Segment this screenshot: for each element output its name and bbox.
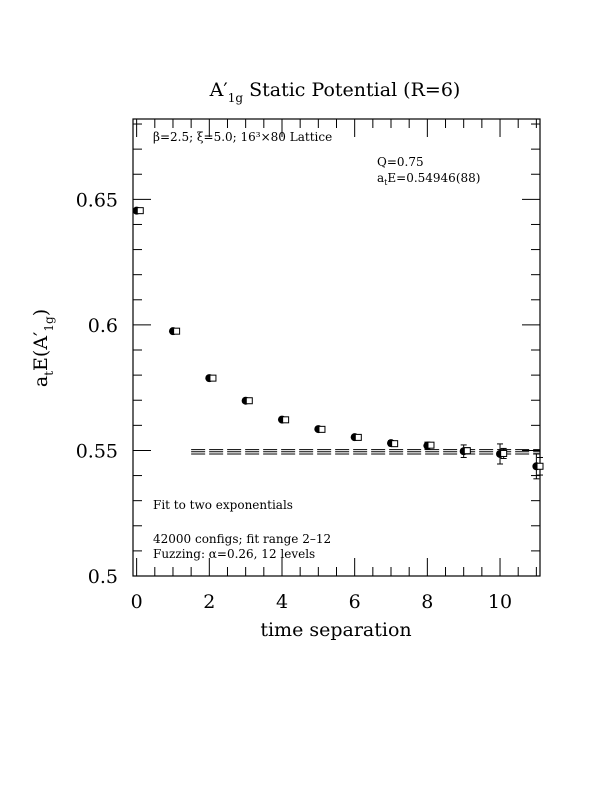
data-point-square [354, 433, 362, 441]
x-tick-label: 2 [203, 591, 215, 613]
y-axis-label: atE(A′1g) [30, 309, 56, 387]
fit-description: Fit to two exponentials [153, 498, 293, 512]
data-point-square [500, 449, 508, 457]
data-point-square [245, 397, 253, 405]
data-point-square [282, 416, 290, 424]
fit-band [191, 449, 540, 455]
x-axis-label: time separation [260, 619, 411, 641]
chart-title: A′1g Static Potential (R=6) [209, 79, 461, 105]
configs-annotation: 42000 configs; fit range 2–12 [153, 532, 331, 546]
data-marks [132, 206, 544, 480]
x-tick-label: 0 [131, 591, 143, 613]
fuzzing-annotation: Fuzzing: α=0.26, 12 levels [153, 547, 315, 561]
y-tick-label: 0.65 [76, 189, 118, 211]
axis-ticks [133, 119, 540, 577]
x-tick-label: 6 [349, 591, 361, 613]
data-point-square [173, 327, 181, 335]
x-tick-label: 4 [276, 591, 288, 613]
x-tick-label: 10 [488, 591, 512, 613]
data-point-square [136, 207, 144, 215]
x-tick-label: 8 [421, 591, 433, 613]
data-point-square [463, 447, 471, 455]
y-tick-label: 0.6 [88, 315, 118, 337]
lattice-annotation: β=2.5; ξ=5.0; 16³×80 Lattice [153, 130, 332, 144]
data-point-square [318, 425, 326, 433]
data-point-square [209, 374, 217, 382]
y-tick-label: 0.5 [88, 566, 118, 588]
data-point-square [427, 441, 435, 449]
y-tick-label: 0.55 [76, 440, 118, 462]
energy-annotation: atE=0.54946(88) [377, 171, 480, 187]
data-point-square [536, 462, 544, 470]
data-point-square [391, 440, 399, 448]
x-tick-labels: 0 2 4 6 8 10 [131, 591, 513, 613]
y-tick-labels: 0.5 0.55 0.6 0.65 [76, 189, 118, 588]
q-value-annotation: Q=0.75 [377, 155, 424, 169]
